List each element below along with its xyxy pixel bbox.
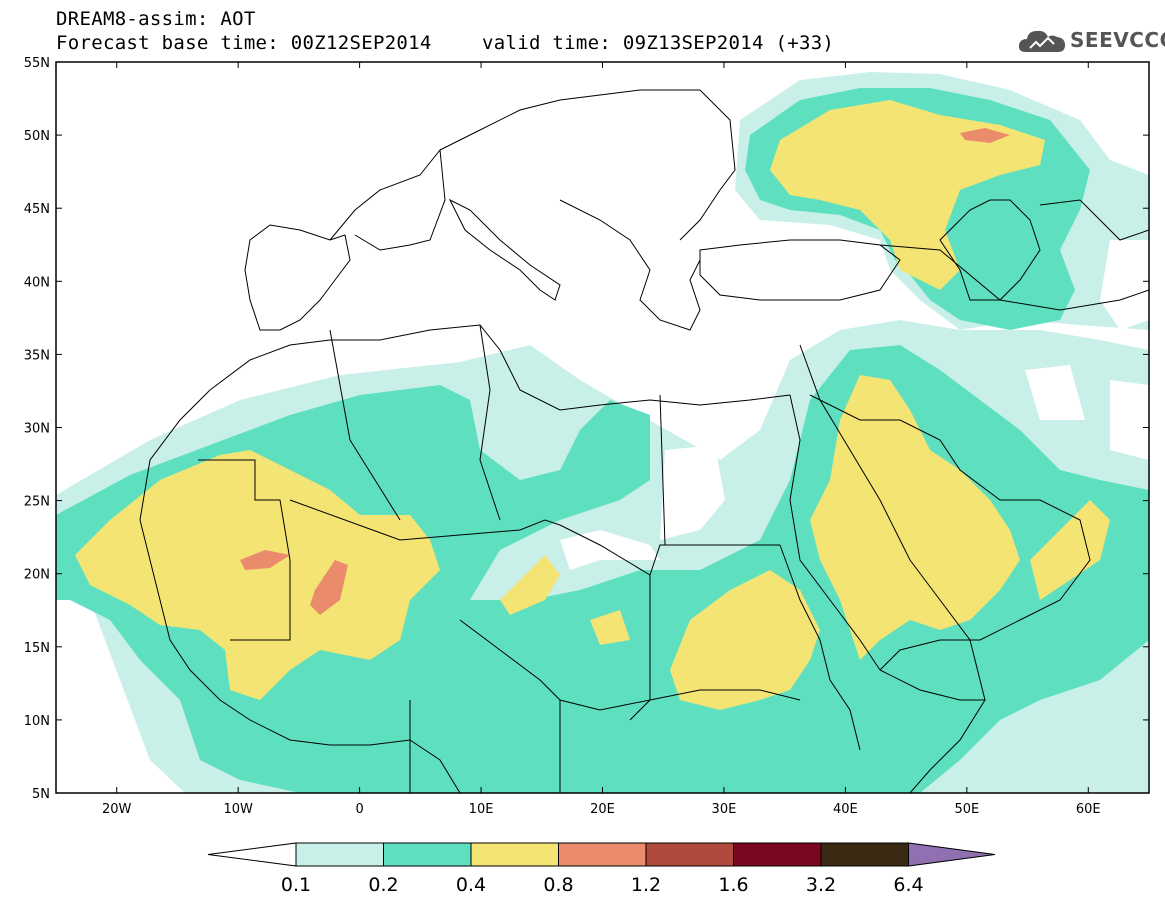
- colorbar-level-label: 0.4: [455, 874, 487, 896]
- colorbar-level-label: 1.2: [630, 874, 662, 896]
- lon-label: 30E: [712, 802, 737, 817]
- aot-level-0-4: [75, 100, 1110, 710]
- valid-time: valid time: 09Z13SEP2014 (+33): [482, 32, 835, 54]
- colorbar-swatch: [558, 842, 647, 867]
- lon-label: 40E: [833, 802, 858, 817]
- colorbar-level-label: 1.6: [718, 874, 749, 896]
- colorbar-level-label: 0.2: [368, 874, 399, 896]
- map-title: DREAM8-assim: AOT: [56, 8, 256, 30]
- lat-label: 35N: [24, 348, 50, 363]
- lat-label: 5N: [32, 787, 50, 802]
- colorbar-level-label: 0.1: [280, 874, 312, 896]
- lat-label: 10N: [24, 714, 50, 729]
- lat-label: 40N: [24, 275, 50, 290]
- lat-label: 30N: [24, 422, 50, 437]
- lat-label: 15N: [24, 641, 50, 656]
- lon-label: 10W: [223, 802, 253, 817]
- forecast-base-time: Forecast base time: 00Z12SEP2014: [56, 32, 432, 54]
- lat-label: 50N: [24, 129, 50, 144]
- logo-text: SEEVCCC: [1070, 28, 1165, 52]
- longitude-axis: 20W 10W 0 10E 20E 30E 40E 50E 60E: [102, 62, 1101, 817]
- latitude-axis: 55N 50N 45N 40N 35N 30N 25N 20N 15N 10N 5N: [24, 56, 1149, 802]
- lon-label: 20W: [102, 802, 132, 817]
- seevccc-logo: SEEVCCC: [1018, 26, 1165, 56]
- colorbar-level-label: 6.4: [893, 874, 924, 896]
- lon-label: 50E: [954, 802, 979, 817]
- lon-label: 0: [355, 802, 363, 817]
- colorbar-swatch: [470, 842, 559, 867]
- lon-label: 60E: [1076, 802, 1101, 817]
- colorbar-swatch: [295, 842, 384, 867]
- colorbar-swatch: [733, 842, 822, 867]
- colorbar-level-label: 3.2: [805, 874, 837, 896]
- aot-level-0-8: [240, 128, 1010, 615]
- country-borders: [139, 89, 1149, 793]
- lat-label: 55N: [24, 56, 50, 71]
- lon-label: 20E: [590, 802, 615, 817]
- lat-label: 20N: [24, 568, 50, 583]
- colorbar-swatch: [820, 842, 909, 867]
- colorbar-swatch: [383, 842, 472, 867]
- colorbar-high-extension: [908, 842, 996, 867]
- cloud-icon: [1018, 30, 1065, 52]
- colorbar: [207, 842, 996, 867]
- colorbar-low-extension: [207, 842, 297, 867]
- lat-label: 25N: [24, 495, 50, 510]
- colorbar-swatch: [645, 842, 734, 867]
- aot-clear-areas: [560, 240, 1149, 570]
- colorbar-level-label: 0.8: [543, 874, 574, 896]
- lon-label: 10E: [469, 802, 494, 817]
- lat-label: 45N: [24, 202, 50, 217]
- aot-contours: [56, 72, 1149, 793]
